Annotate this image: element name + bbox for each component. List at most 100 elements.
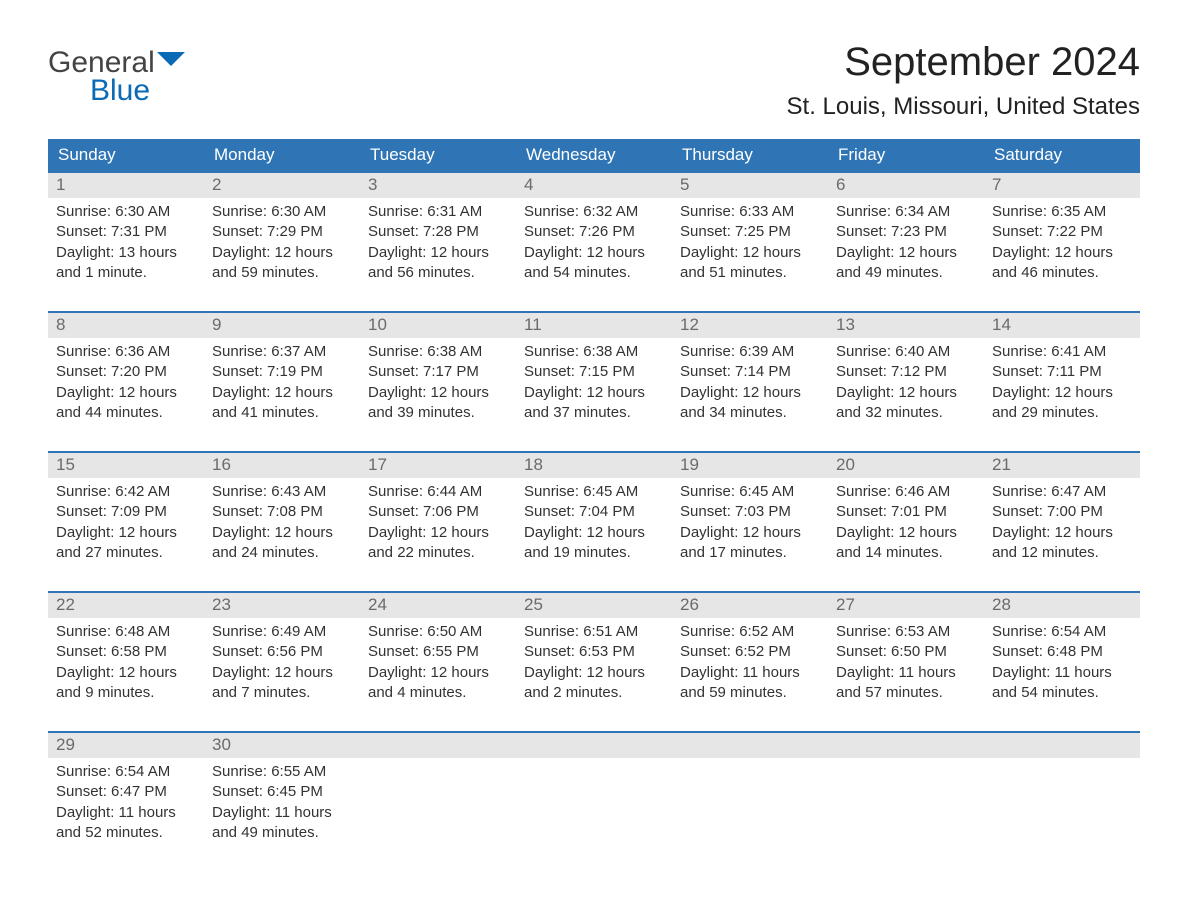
sunrise-line: Sunrise: 6:30 AM (56, 202, 196, 222)
day-number: 27 (828, 593, 984, 618)
sunset-line: Sunset: 7:14 PM (680, 362, 820, 382)
day-body: Sunrise: 6:46 AMSunset: 7:01 PMDaylight:… (828, 478, 984, 569)
day-cell (360, 733, 516, 849)
dow-wednesday: Wednesday (516, 139, 672, 171)
day-body: Sunrise: 6:54 AMSunset: 6:48 PMDaylight:… (984, 618, 1140, 709)
daylight-line1: Daylight: 12 hours (992, 383, 1132, 403)
day-body: Sunrise: 6:41 AMSunset: 7:11 PMDaylight:… (984, 338, 1140, 429)
sunset-line: Sunset: 6:48 PM (992, 642, 1132, 662)
day-number: 21 (984, 453, 1140, 478)
day-number: 10 (360, 313, 516, 338)
daylight-line2: and 41 minutes. (212, 403, 352, 423)
day-cell: 26Sunrise: 6:52 AMSunset: 6:52 PMDayligh… (672, 593, 828, 709)
daylight-line1: Daylight: 12 hours (524, 243, 664, 263)
sunset-line: Sunset: 7:06 PM (368, 502, 508, 522)
daylight-line1: Daylight: 12 hours (836, 383, 976, 403)
daylight-line2: and 24 minutes. (212, 543, 352, 563)
sunrise-line: Sunrise: 6:45 AM (524, 482, 664, 502)
day-number (672, 733, 828, 758)
day-body (516, 758, 672, 768)
daylight-line2: and 14 minutes. (836, 543, 976, 563)
daylight-line2: and 57 minutes. (836, 683, 976, 703)
sunset-line: Sunset: 6:53 PM (524, 642, 664, 662)
day-cell (516, 733, 672, 849)
day-cell: 21Sunrise: 6:47 AMSunset: 7:00 PMDayligh… (984, 453, 1140, 569)
sunrise-line: Sunrise: 6:47 AM (992, 482, 1132, 502)
day-body: Sunrise: 6:34 AMSunset: 7:23 PMDaylight:… (828, 198, 984, 289)
day-body: Sunrise: 6:30 AMSunset: 7:31 PMDaylight:… (48, 198, 204, 289)
month-title: September 2024 (787, 40, 1140, 85)
week-row: 1Sunrise: 6:30 AMSunset: 7:31 PMDaylight… (48, 171, 1140, 289)
sunset-line: Sunset: 6:50 PM (836, 642, 976, 662)
sunrise-line: Sunrise: 6:44 AM (368, 482, 508, 502)
day-number: 4 (516, 173, 672, 198)
daylight-line1: Daylight: 12 hours (212, 523, 352, 543)
day-body: Sunrise: 6:35 AMSunset: 7:22 PMDaylight:… (984, 198, 1140, 289)
day-number: 15 (48, 453, 204, 478)
day-body (828, 758, 984, 768)
daylight-line1: Daylight: 12 hours (368, 663, 508, 683)
day-cell (828, 733, 984, 849)
day-body: Sunrise: 6:40 AMSunset: 7:12 PMDaylight:… (828, 338, 984, 429)
day-cell: 7Sunrise: 6:35 AMSunset: 7:22 PMDaylight… (984, 173, 1140, 289)
daylight-line2: and 4 minutes. (368, 683, 508, 703)
sunrise-line: Sunrise: 6:30 AM (212, 202, 352, 222)
daylight-line2: and 44 minutes. (56, 403, 196, 423)
daylight-line2: and 54 minutes. (524, 263, 664, 283)
sunset-line: Sunset: 7:22 PM (992, 222, 1132, 242)
day-body: Sunrise: 6:36 AMSunset: 7:20 PMDaylight:… (48, 338, 204, 429)
day-body: Sunrise: 6:33 AMSunset: 7:25 PMDaylight:… (672, 198, 828, 289)
sunrise-line: Sunrise: 6:54 AM (992, 622, 1132, 642)
sunrise-line: Sunrise: 6:45 AM (680, 482, 820, 502)
sunset-line: Sunset: 7:25 PM (680, 222, 820, 242)
sunset-line: Sunset: 7:09 PM (56, 502, 196, 522)
sunrise-line: Sunrise: 6:48 AM (56, 622, 196, 642)
week-row: 22Sunrise: 6:48 AMSunset: 6:58 PMDayligh… (48, 591, 1140, 709)
day-number: 29 (48, 733, 204, 758)
day-number: 26 (672, 593, 828, 618)
day-body: Sunrise: 6:39 AMSunset: 7:14 PMDaylight:… (672, 338, 828, 429)
sunrise-line: Sunrise: 6:35 AM (992, 202, 1132, 222)
sunset-line: Sunset: 7:28 PM (368, 222, 508, 242)
day-number (516, 733, 672, 758)
day-body: Sunrise: 6:38 AMSunset: 7:15 PMDaylight:… (516, 338, 672, 429)
day-cell: 8Sunrise: 6:36 AMSunset: 7:20 PMDaylight… (48, 313, 204, 429)
day-number: 20 (828, 453, 984, 478)
day-number: 19 (672, 453, 828, 478)
day-number: 22 (48, 593, 204, 618)
day-body: Sunrise: 6:32 AMSunset: 7:26 PMDaylight:… (516, 198, 672, 289)
week-row: 15Sunrise: 6:42 AMSunset: 7:09 PMDayligh… (48, 451, 1140, 569)
sunrise-line: Sunrise: 6:34 AM (836, 202, 976, 222)
daylight-line2: and 51 minutes. (680, 263, 820, 283)
sunset-line: Sunset: 7:11 PM (992, 362, 1132, 382)
day-body: Sunrise: 6:51 AMSunset: 6:53 PMDaylight:… (516, 618, 672, 709)
sunrise-line: Sunrise: 6:41 AM (992, 342, 1132, 362)
day-number: 18 (516, 453, 672, 478)
daylight-line1: Daylight: 12 hours (992, 243, 1132, 263)
sunrise-line: Sunrise: 6:53 AM (836, 622, 976, 642)
sunset-line: Sunset: 7:23 PM (836, 222, 976, 242)
day-cell: 5Sunrise: 6:33 AMSunset: 7:25 PMDaylight… (672, 173, 828, 289)
daylight-line2: and 22 minutes. (368, 543, 508, 563)
dow-monday: Monday (204, 139, 360, 171)
sunrise-line: Sunrise: 6:50 AM (368, 622, 508, 642)
day-number: 12 (672, 313, 828, 338)
sunrise-line: Sunrise: 6:54 AM (56, 762, 196, 782)
day-cell: 22Sunrise: 6:48 AMSunset: 6:58 PMDayligh… (48, 593, 204, 709)
day-body: Sunrise: 6:45 AMSunset: 7:03 PMDaylight:… (672, 478, 828, 569)
sunrise-line: Sunrise: 6:38 AM (368, 342, 508, 362)
day-number: 7 (984, 173, 1140, 198)
week-row: 29Sunrise: 6:54 AMSunset: 6:47 PMDayligh… (48, 731, 1140, 849)
dow-friday: Friday (828, 139, 984, 171)
daylight-line1: Daylight: 12 hours (680, 383, 820, 403)
daylight-line2: and 19 minutes. (524, 543, 664, 563)
day-body: Sunrise: 6:30 AMSunset: 7:29 PMDaylight:… (204, 198, 360, 289)
day-cell: 11Sunrise: 6:38 AMSunset: 7:15 PMDayligh… (516, 313, 672, 429)
sunrise-line: Sunrise: 6:52 AM (680, 622, 820, 642)
day-cell: 24Sunrise: 6:50 AMSunset: 6:55 PMDayligh… (360, 593, 516, 709)
day-body: Sunrise: 6:45 AMSunset: 7:04 PMDaylight:… (516, 478, 672, 569)
day-cell: 13Sunrise: 6:40 AMSunset: 7:12 PMDayligh… (828, 313, 984, 429)
daylight-line2: and 27 minutes. (56, 543, 196, 563)
day-of-week-header: Sunday Monday Tuesday Wednesday Thursday… (48, 139, 1140, 171)
location: St. Louis, Missouri, United States (787, 93, 1140, 121)
